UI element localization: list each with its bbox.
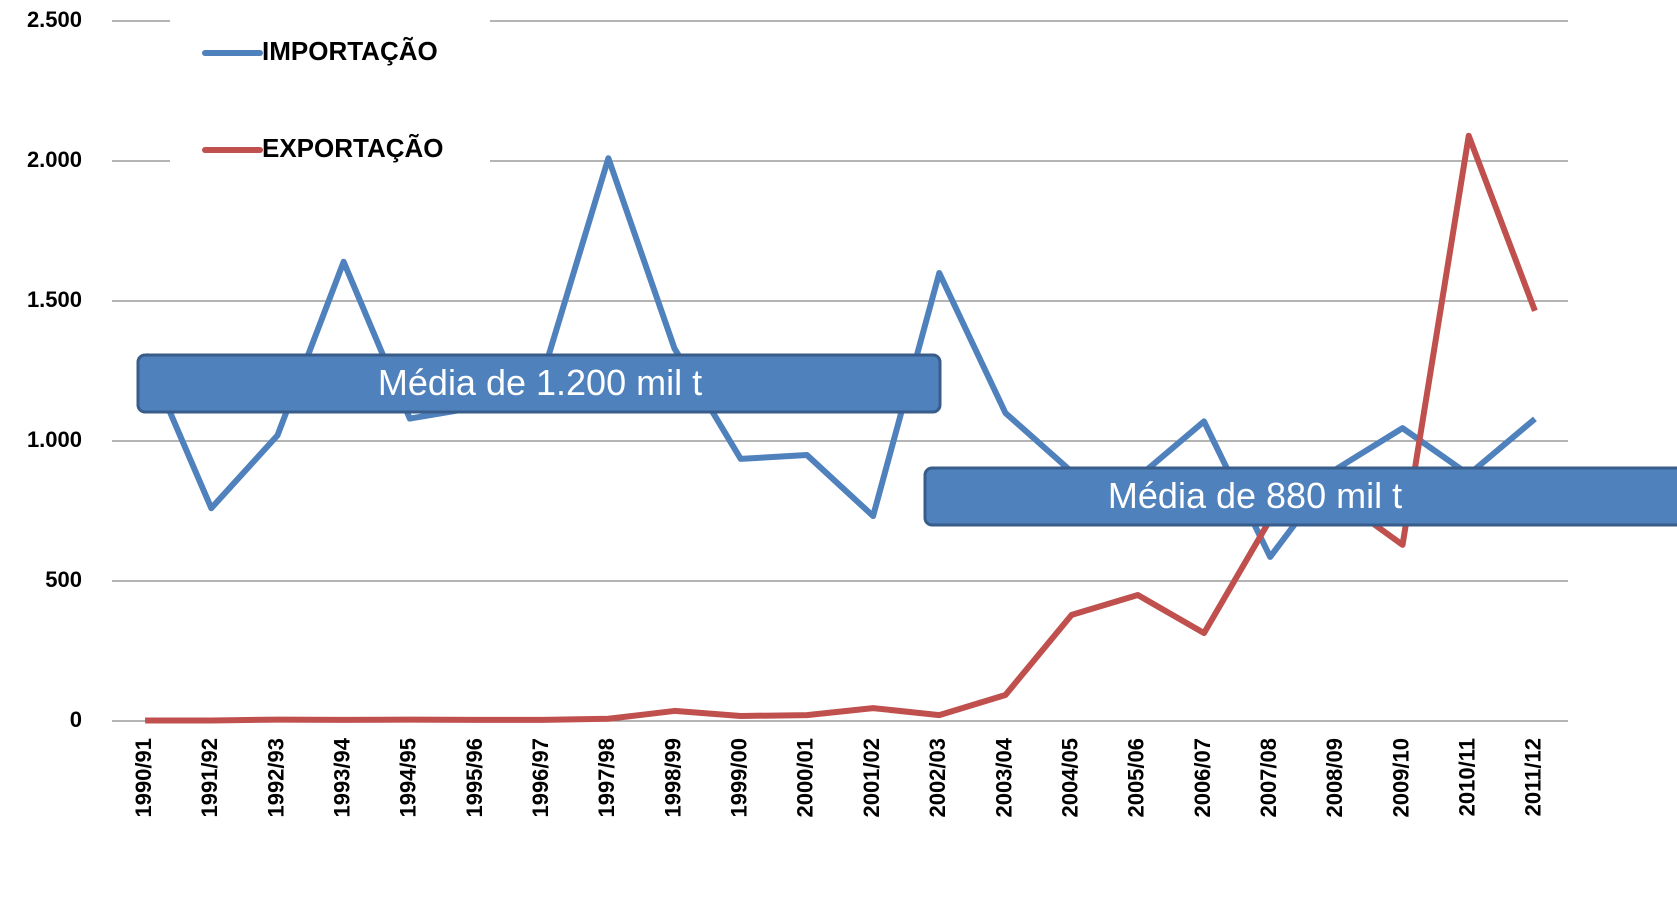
x-tick-label: 2002/03 bbox=[925, 738, 950, 818]
legend-label: EXPORTAÇÃO bbox=[262, 133, 444, 163]
annotation-box bbox=[136, 353, 942, 414]
series-line bbox=[145, 132, 1538, 724]
y-tick-label: 0 bbox=[70, 707, 82, 732]
x-tick-label: 1996/97 bbox=[528, 738, 553, 818]
x-tick-label: 2009/10 bbox=[1388, 738, 1413, 818]
annotation-text: Média de 1.200 mil t bbox=[378, 362, 702, 403]
legend-label: IMPORTAÇÃO bbox=[262, 36, 438, 66]
x-tick-label: 1995/96 bbox=[462, 738, 487, 818]
x-tick-label: 2001/02 bbox=[859, 738, 884, 818]
y-tick-label: 2.500 bbox=[27, 7, 82, 32]
x-tick-label: 1991/92 bbox=[197, 738, 222, 818]
y-tick-label: 2.000 bbox=[27, 147, 82, 172]
x-tick-label: 1992/93 bbox=[263, 738, 288, 818]
y-tick-label: 1.500 bbox=[27, 287, 82, 312]
x-tick-label: 1994/95 bbox=[396, 738, 421, 818]
x-tick-label: 1998/99 bbox=[660, 738, 685, 818]
x-tick-label: 2006/07 bbox=[1190, 738, 1215, 818]
x-tick-label: 1997/98 bbox=[594, 738, 619, 818]
x-tick-label: 2004/05 bbox=[1057, 738, 1082, 818]
x-tick-label: 2003/04 bbox=[991, 737, 1016, 817]
x-tick-label: 2005/06 bbox=[1124, 738, 1149, 818]
annotation-box bbox=[923, 466, 1677, 527]
x-tick-label: 2010/11 bbox=[1455, 738, 1480, 816]
y-tick-label: 1.000 bbox=[27, 427, 82, 452]
x-tick-label: 1999/00 bbox=[727, 738, 752, 818]
x-tick-label: 1990/91 bbox=[131, 738, 156, 818]
x-tick-label: 2000/01 bbox=[793, 738, 818, 818]
x-tick-label: 1993/94 bbox=[329, 737, 354, 817]
x-tick-label: 2007/08 bbox=[1256, 738, 1281, 818]
x-tick-label: 2008/09 bbox=[1322, 738, 1347, 818]
legend-background bbox=[170, 0, 490, 200]
x-tick-label: 2011/12 bbox=[1521, 738, 1546, 816]
annotation-text: Média de 880 mil t bbox=[1108, 475, 1402, 516]
y-tick-label: 500 bbox=[45, 567, 82, 592]
